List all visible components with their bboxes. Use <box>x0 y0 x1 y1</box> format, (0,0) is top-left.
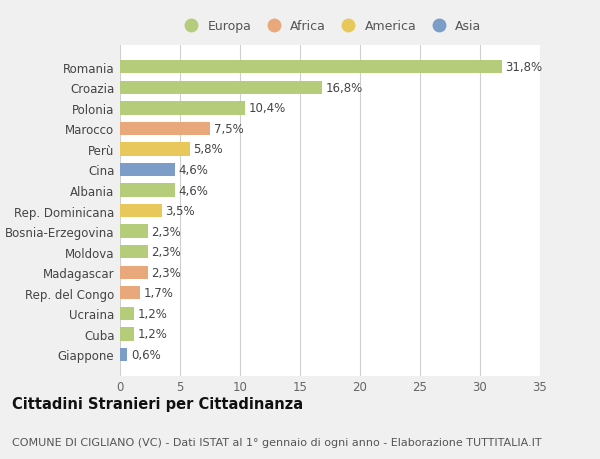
Bar <box>120 328 134 341</box>
Text: 16,8%: 16,8% <box>325 82 362 95</box>
Text: 3,5%: 3,5% <box>166 205 195 218</box>
Text: Cittadini Stranieri per Cittadinanza: Cittadini Stranieri per Cittadinanza <box>12 397 303 412</box>
Text: 1,2%: 1,2% <box>138 307 168 320</box>
Text: COMUNE DI CIGLIANO (VC) - Dati ISTAT al 1° gennaio di ogni anno - Elaborazione T: COMUNE DI CIGLIANO (VC) - Dati ISTAT al … <box>12 437 542 447</box>
Bar <box>120 143 190 156</box>
Text: 4,6%: 4,6% <box>179 164 209 177</box>
Text: 2,3%: 2,3% <box>151 266 181 279</box>
Bar <box>120 204 162 218</box>
Text: 7,5%: 7,5% <box>214 123 244 135</box>
Text: 4,6%: 4,6% <box>179 184 209 197</box>
Bar <box>120 307 134 320</box>
Bar <box>120 225 148 238</box>
Bar <box>120 123 210 136</box>
Bar <box>120 102 245 115</box>
Legend: Europa, Africa, America, Asia: Europa, Africa, America, Asia <box>179 20 481 33</box>
Bar <box>120 286 140 300</box>
Text: 0,6%: 0,6% <box>131 348 161 361</box>
Text: 10,4%: 10,4% <box>248 102 286 115</box>
Bar <box>120 184 175 197</box>
Text: 2,3%: 2,3% <box>151 246 181 258</box>
Bar <box>120 266 148 280</box>
Text: 31,8%: 31,8% <box>505 61 542 74</box>
Text: 5,8%: 5,8% <box>193 143 223 156</box>
Text: 1,2%: 1,2% <box>138 328 168 341</box>
Text: 1,7%: 1,7% <box>144 287 174 300</box>
Bar <box>120 81 322 95</box>
Text: 2,3%: 2,3% <box>151 225 181 238</box>
Bar <box>120 348 127 361</box>
Bar <box>120 61 502 74</box>
Bar <box>120 163 175 177</box>
Bar <box>120 246 148 259</box>
